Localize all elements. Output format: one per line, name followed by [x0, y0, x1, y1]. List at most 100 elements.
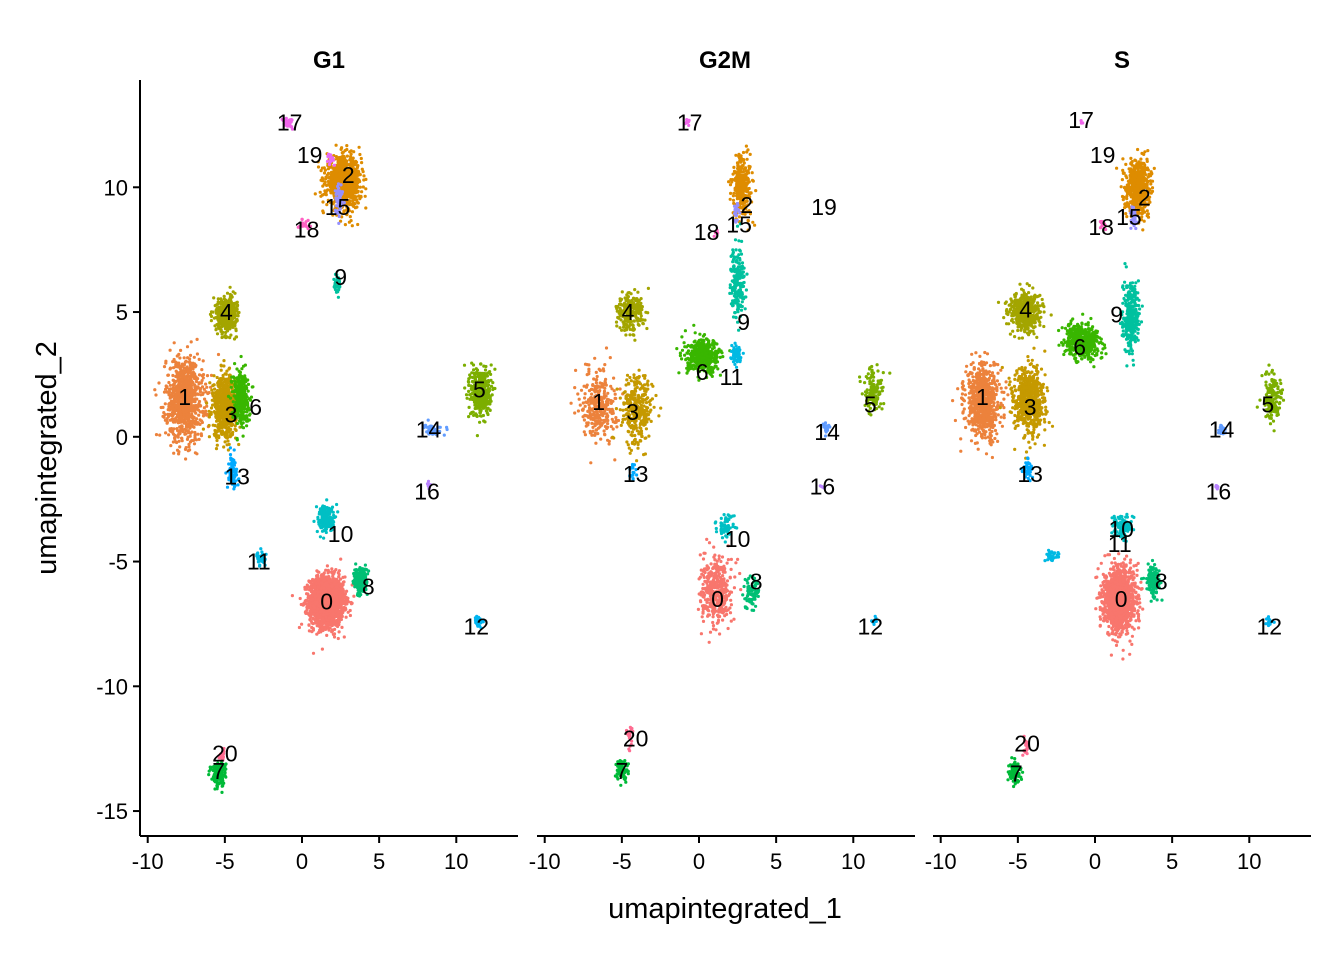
data-point	[337, 620, 341, 624]
data-point	[192, 388, 196, 393]
data-point	[172, 383, 176, 387]
data-point	[350, 210, 354, 214]
data-point	[180, 415, 184, 419]
data-point	[208, 381, 212, 385]
data-point	[205, 385, 209, 389]
data-point	[235, 309, 239, 313]
data-point	[225, 327, 230, 331]
data-point	[214, 447, 219, 451]
data-point	[224, 336, 228, 340]
data-point	[172, 451, 176, 455]
data-point	[328, 182, 332, 186]
data-point	[326, 171, 331, 175]
data-point	[166, 408, 170, 412]
data-point	[324, 189, 329, 193]
data-point	[308, 614, 312, 618]
data-point	[175, 371, 179, 375]
data-point	[168, 366, 173, 370]
data-point	[317, 578, 321, 582]
data-point	[198, 410, 202, 414]
data-point	[214, 328, 218, 332]
data-point	[195, 417, 199, 421]
data-point	[157, 381, 161, 385]
data-point	[171, 373, 175, 378]
data-point	[356, 185, 360, 189]
data-point	[482, 419, 486, 423]
data-point	[172, 412, 176, 416]
data-point	[222, 294, 226, 298]
data-point	[170, 430, 174, 434]
data-point	[359, 156, 363, 161]
data-point	[180, 424, 184, 428]
data-point	[209, 319, 213, 323]
data-point	[207, 391, 211, 395]
data-point	[169, 444, 173, 448]
data-point	[217, 385, 222, 389]
data-point	[154, 393, 158, 397]
data-point	[234, 335, 239, 339]
data-point	[202, 406, 206, 410]
data-point	[313, 590, 317, 594]
data-point	[215, 323, 219, 327]
data-point	[222, 359, 226, 363]
data-point	[320, 647, 324, 651]
data-point	[227, 367, 231, 371]
data-point	[308, 618, 312, 622]
data-point	[332, 179, 337, 183]
data-point	[190, 366, 194, 370]
data-point	[176, 378, 180, 382]
data-point	[330, 629, 335, 633]
data-point	[205, 374, 210, 378]
data-point	[337, 587, 341, 591]
data-point	[185, 415, 189, 419]
data-point	[164, 361, 168, 365]
data-point	[193, 362, 197, 366]
data-point	[315, 632, 319, 636]
data-point	[341, 150, 345, 154]
data-point	[467, 415, 471, 419]
data-point	[200, 379, 204, 383]
data-point	[234, 327, 238, 331]
data-point	[320, 581, 324, 585]
data-point	[316, 573, 320, 577]
data-point	[170, 406, 174, 410]
data-point	[192, 425, 196, 429]
data-point	[467, 377, 471, 381]
data-point	[300, 622, 304, 626]
data-point	[342, 635, 346, 639]
data-point	[214, 431, 218, 435]
data-point	[308, 603, 312, 607]
data-point	[216, 389, 220, 393]
data-point	[166, 373, 170, 377]
data-point	[337, 162, 341, 166]
data-point	[339, 583, 343, 587]
data-point	[167, 380, 171, 385]
data-point	[219, 424, 223, 428]
data-point	[225, 443, 229, 447]
data-point	[153, 388, 157, 392]
data-point	[343, 592, 347, 596]
data-point	[346, 188, 350, 192]
data-point	[162, 365, 167, 369]
data-point	[187, 360, 191, 364]
data-point	[192, 393, 196, 397]
data-point	[361, 170, 365, 174]
data-point	[165, 417, 169, 421]
data-point	[183, 366, 187, 370]
data-point	[344, 190, 348, 194]
data-point	[172, 341, 176, 345]
data-point	[212, 374, 216, 378]
data-point	[215, 307, 219, 311]
data-point	[347, 220, 351, 224]
data-point	[171, 419, 175, 424]
data-point	[357, 145, 361, 149]
data-point	[233, 324, 237, 328]
data-point	[354, 198, 359, 202]
data-point	[176, 435, 180, 439]
data-point	[214, 414, 218, 418]
data-point	[200, 374, 204, 378]
data-point	[175, 354, 179, 358]
data-point	[334, 585, 339, 589]
data-point	[463, 386, 467, 390]
